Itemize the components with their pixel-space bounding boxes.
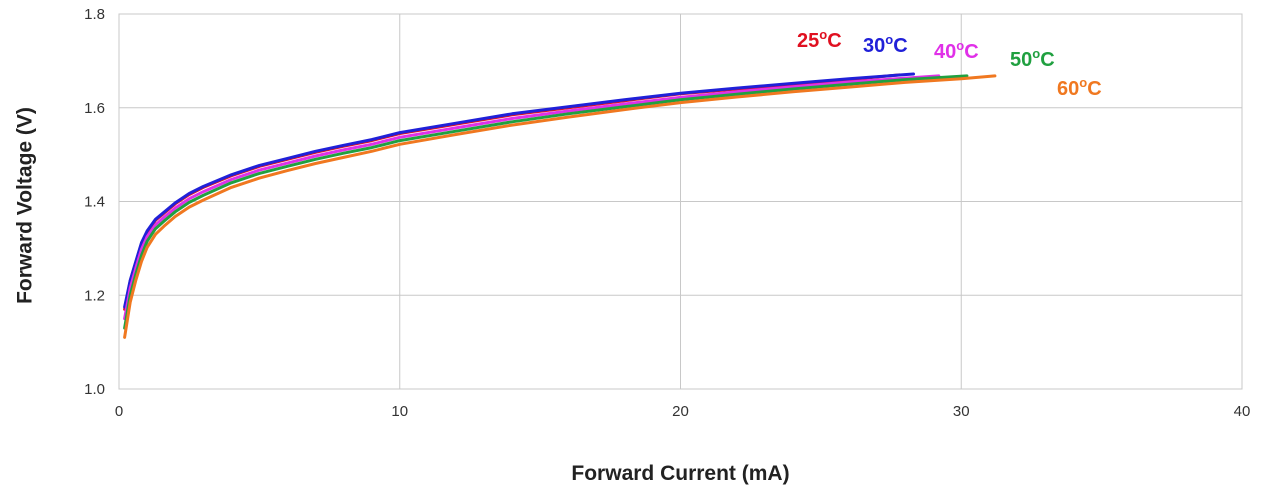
series-label-40c: 40oC xyxy=(934,38,979,63)
series-line-30c xyxy=(123,72,915,309)
x-tick-label: 10 xyxy=(391,403,408,420)
x-tick-label: 20 xyxy=(672,403,689,420)
series-label-30c: 30oC xyxy=(863,32,908,57)
x-axis-title: Forward Current (mA) xyxy=(571,462,789,485)
y-axis-title: Forward Voltage (V) xyxy=(14,107,37,304)
y-tick-label: 1.6 xyxy=(84,100,105,117)
series-label-25c: 25oC xyxy=(797,27,842,52)
series-label-60c: 60oC xyxy=(1057,75,1102,100)
series-line-60c xyxy=(123,74,997,339)
y-tick-label: 1.0 xyxy=(84,381,105,398)
x-tick-label: 30 xyxy=(953,403,970,420)
x-tick-label: 0 xyxy=(115,403,123,420)
x-tick-label: 40 xyxy=(1234,403,1251,420)
axes: 0 10 20 30 40 1.0 1.2 1.4 1.6 1.8 xyxy=(84,6,1250,420)
series-line-50c xyxy=(123,74,969,330)
y-tick-label: 1.4 xyxy=(84,194,105,211)
y-tick-label: 1.2 xyxy=(84,287,105,304)
grid xyxy=(118,13,1243,390)
series-line-40c xyxy=(123,74,941,321)
y-tick-label: 1.8 xyxy=(84,6,105,23)
series-label-50c: 50oC xyxy=(1010,46,1055,71)
series-lines xyxy=(123,72,997,339)
series-line-25c xyxy=(123,73,901,311)
